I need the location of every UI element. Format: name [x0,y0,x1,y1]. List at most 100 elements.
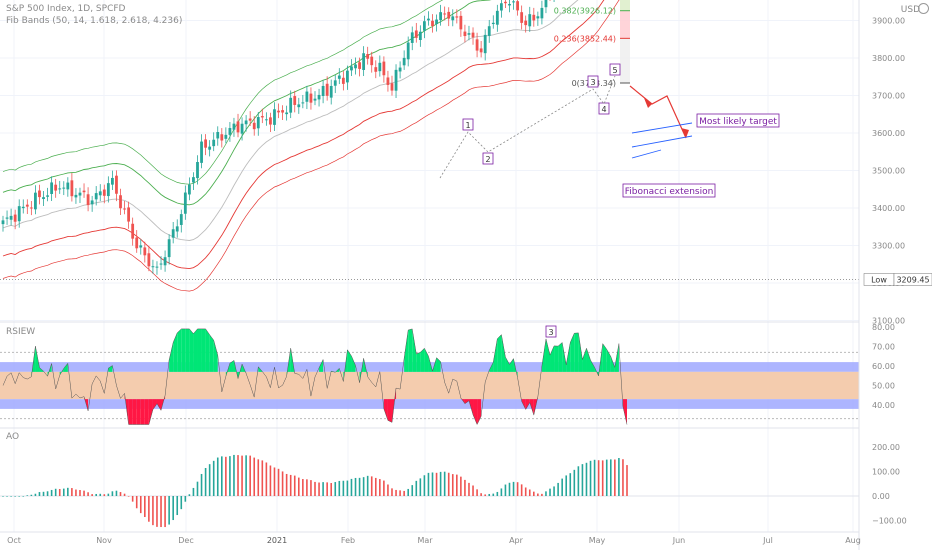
ao-bar [338,480,341,496]
ao-bar [545,491,547,496]
ao-bar [407,488,409,496]
candle-body [333,80,337,86]
symbol-title: S&P 500 Index, 1D, SPCFD [6,4,126,14]
ao-bar [484,494,486,496]
rsi-fill-segment [201,328,206,372]
ao-bar [91,494,93,496]
candle-body [187,184,191,195]
ao-bar [318,482,320,496]
ao-bar [585,462,588,496]
ao-bar [541,493,543,496]
ao-bar [160,496,162,528]
ao-bar [431,472,434,496]
ao-bar [277,468,280,496]
ao-bar [569,473,572,496]
candle-body [321,85,325,97]
ao-bar [257,459,260,496]
low-value-box [893,273,932,286]
ao-bar [221,456,223,496]
ao-bar [553,486,555,496]
candle-body [38,190,41,198]
rsi-fill-segment [136,399,141,425]
ao-bar [71,488,73,496]
candle-body [325,83,329,96]
ao-bar [196,481,199,496]
ao-bar [362,477,365,496]
rsi-fill-segment [566,342,571,372]
candle-body [317,94,321,100]
wave-label: 4 [601,105,606,114]
candle-body [447,11,451,19]
candle-body [1,220,5,225]
candle-body [204,139,207,148]
ao-bar [605,459,608,496]
candle-body [362,53,366,70]
rsi-fill-segment [169,342,174,372]
rsi-fill-segment [197,328,202,372]
candle-body [524,20,528,26]
candle-body [163,257,167,266]
rsi-fill-segment [497,334,502,372]
target-pointer-arrow [631,135,693,148]
fib-zone [620,0,630,11]
candle-body [212,139,216,147]
ao-bar [237,455,239,496]
ao-bar [537,493,539,496]
ao-bar [75,489,77,496]
ao-bar [614,459,616,496]
extension-label: Fibonacci extension [625,187,714,197]
candle-body [313,98,317,101]
ao-bar [577,466,580,496]
candle-body [528,14,532,27]
candle-body [487,26,491,36]
ao-tick-label: 100.00 [872,468,900,477]
fib-zone [620,38,630,83]
rsi-fill-segment [424,348,429,372]
rsi-fill-segment [505,356,510,372]
ao-bar [419,478,422,496]
candle-body [423,21,426,31]
target-label: Most likely target [699,117,777,127]
ao-bar [573,469,576,496]
candle-body [435,19,438,25]
rsi-area [2,328,628,426]
candle-body [532,14,536,21]
fib-zone [620,10,630,39]
ao-bar [152,496,154,526]
candle-body [467,33,471,35]
ao-bar [62,488,65,496]
candle-body [297,104,301,108]
candle-body [123,208,126,210]
candle-body [398,67,402,72]
candle-body [13,214,17,222]
ao-bar [289,474,292,496]
candle-body [74,194,78,198]
ao-bar [119,492,122,496]
candle-body [248,118,252,121]
settings-gear-icon[interactable] [918,3,929,14]
candle-body [443,13,447,15]
price-tick-label: 3700.00 [872,92,905,101]
rsi-fill-segment [590,360,595,372]
candle-body [410,32,414,43]
candle-body [155,266,159,268]
rsi-line [2,328,628,426]
ao-bar [472,485,474,496]
candle-body [289,97,293,113]
ao-bar [565,475,568,496]
ao-bar [512,481,515,496]
ao-bar [492,493,495,496]
time-tick-label: Feb [341,536,355,545]
rsi-fill-segment [229,360,234,372]
time-tick-label: Jul [762,536,773,545]
ao-bar [533,491,535,496]
rsi-fill-segment [181,328,186,372]
ao-bar [184,496,187,502]
ao-bar [111,491,114,496]
ao-bar [346,480,349,496]
rsi-fill-segment [574,332,579,372]
rsi-fill-segment [420,348,425,372]
rsi-zone-lower [0,399,859,409]
candle-body [293,96,297,105]
candle-body [520,12,524,23]
